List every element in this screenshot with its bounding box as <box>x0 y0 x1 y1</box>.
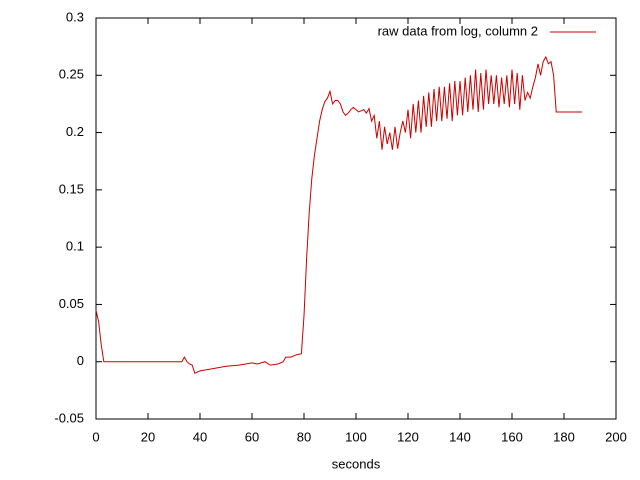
y-tick-label: 0.05 <box>59 296 84 311</box>
x-tick-label: 0 <box>92 429 99 444</box>
x-tick-label: 40 <box>193 429 207 444</box>
data-line <box>95 55 583 374</box>
x-tick-label: 120 <box>397 429 419 444</box>
y-tick-label: 0.15 <box>59 181 84 196</box>
x-tick-label: 200 <box>605 429 627 444</box>
x-tick-label: 180 <box>553 429 575 444</box>
x-tick-label: 100 <box>345 429 367 444</box>
y-tick-label: 0.3 <box>66 9 84 24</box>
plot-border <box>95 17 617 420</box>
y-tick-label: 0.1 <box>66 239 84 254</box>
x-tick-label: 160 <box>501 429 523 444</box>
y-tick-label: -0.05 <box>54 410 84 425</box>
x-tick-label: 140 <box>449 429 471 444</box>
x-axis-label: seconds <box>332 456 381 471</box>
y-tick-label: 0.2 <box>66 124 84 139</box>
y-tick-label: 0.25 <box>59 67 84 82</box>
y-tick-label: 0 <box>77 353 84 368</box>
x-tick-label: 80 <box>297 429 311 444</box>
x-tick-label: 20 <box>141 429 155 444</box>
x-tick-label: 60 <box>245 429 259 444</box>
legend-label: raw data from log, column 2 <box>378 23 538 38</box>
